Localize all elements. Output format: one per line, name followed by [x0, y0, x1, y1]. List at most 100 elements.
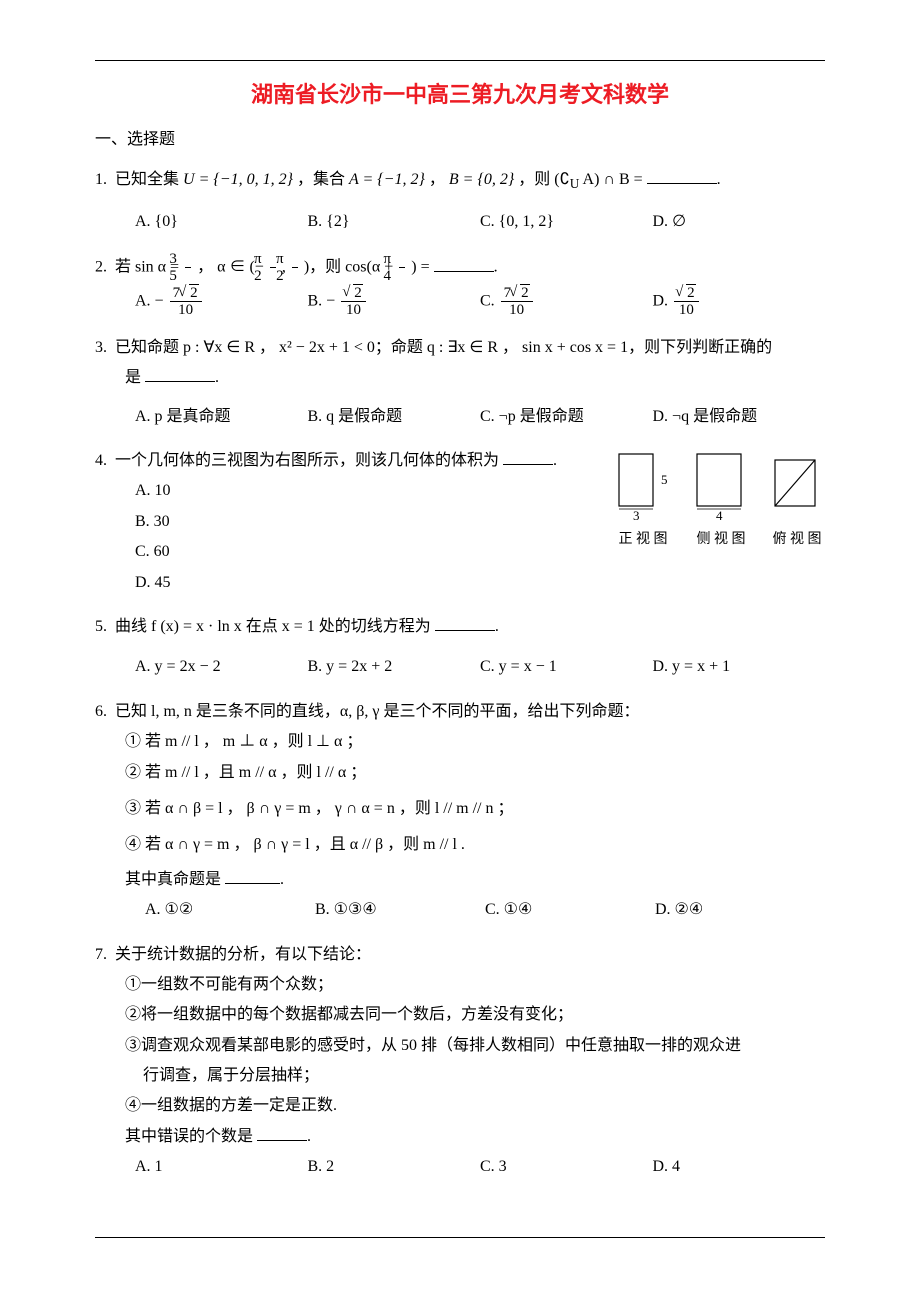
q1-option-c: C. {0, 1, 2} — [480, 207, 653, 237]
q3-option-c: C. ¬p 是假命题 — [480, 402, 653, 432]
q6-stem: 6. 已知 l, m, n 是三条不同的直线，α, β, γ 是三个不同的平面，… — [95, 697, 825, 727]
question-2: 2. 若 sin α = 35 ， α ∈ (− π2 , π2 )，则 cos… — [95, 251, 825, 319]
q4-options: A. 10 B. 30 C. 60 D. 45 — [95, 476, 613, 598]
q2-period: . — [494, 259, 498, 276]
q5-option-b: B. y = 2x + 2 — [308, 652, 481, 682]
q1-option-b: B. {2} — [308, 207, 481, 237]
sqrt-icon: 2 — [344, 285, 363, 302]
q5-options: A. y = 2x − 2 B. y = 2x + 2 C. y = x − 1… — [95, 652, 825, 682]
q5-number: 5. — [95, 618, 107, 635]
q6-option-d: D. ②④ — [655, 895, 825, 925]
q7-text: 关于统计数据的分析，有以下结论： — [115, 946, 371, 963]
q6-option-b: B. ①③④ — [315, 895, 485, 925]
top-view-svg — [769, 450, 825, 525]
question-3: 3. 已知命题 p : ∀x ∈ R ， x² − 2x + 1 < 0；命题 … — [95, 333, 825, 432]
q4-layout: 4. 一个几何体的三视图为右图所示，则该几何体的体积为 . A. 10 B. 3… — [95, 446, 825, 598]
q6-statement-1: ① 若 m // l ， m ⊥ α ，则 l ⊥ α ； — [95, 727, 825, 757]
q4-option-b: B. 30 — [135, 507, 613, 537]
q5-option-a: A. y = 2x − 2 — [135, 652, 308, 682]
q3-option-a: A. p 是真命题 — [135, 402, 308, 432]
front-height-label: 5 — [661, 472, 668, 487]
q2-frac-1: 35 — [185, 251, 191, 285]
q4-left: 4. 一个几何体的三视图为右图所示，则该几何体的体积为 . A. 10 B. 3… — [95, 446, 613, 598]
q2-a-den: 10 — [170, 302, 202, 319]
q4-stem: 4. 一个几何体的三视图为右图所示，则该几何体的体积为 . — [95, 446, 613, 476]
q4-number: 4. — [95, 452, 107, 469]
q2-frac2-den: 2 — [270, 268, 276, 285]
q5-stem: 5. 曲线 f (x) = x · ln x 在点 x = 1 处的切线方程为 … — [95, 612, 825, 642]
q7-option-d: D. 4 — [653, 1152, 826, 1182]
q2-options: A. − 72 10 B. − 2 10 C. 72 10 D. 2 — [95, 285, 825, 319]
q3-blank — [145, 366, 215, 382]
q6-tail: 其中真命题是 . — [95, 865, 825, 895]
q2-number: 2. — [95, 259, 107, 276]
q7-option-c: C. 3 — [480, 1152, 653, 1182]
q7-statement-4: ④一组数据的方差一定是正数. — [95, 1091, 825, 1121]
q2-a-rad: 2 — [189, 284, 199, 301]
q4-option-c: C. 60 — [135, 537, 613, 567]
q2-a-pre: A. − — [135, 293, 164, 310]
q6-option-a: A. ①② — [145, 895, 315, 925]
q7-statement-2: ②将一组数据中的每个数据都减去同一个数后，方差没有变化； — [95, 1000, 825, 1030]
q2-b-num: 2 — [341, 285, 366, 303]
q2-a-frac: 72 10 — [170, 285, 202, 319]
q2-d-pre: D. — [653, 293, 673, 310]
q4-period: . — [553, 452, 557, 469]
q4-figures: 5 3 正 视 图 4 侧 视 图 俯 视 图 — [613, 450, 825, 554]
page: 湖南省长沙市一中高三第九次月考文科数学 一、选择题 1. 已知全集 U = {−… — [0, 0, 920, 1278]
q6-text: 已知 l, m, n 是三条不同的直线，α, β, γ 是三个不同的平面，给出下… — [115, 703, 640, 720]
q2-c-num: 72 — [501, 285, 533, 303]
q7-blank — [257, 1125, 307, 1141]
q1-text-a: 已知全集 — [115, 171, 179, 188]
question-4: 4. 一个几何体的三视图为右图所示，则该几何体的体积为 . A. 10 B. 3… — [95, 446, 825, 598]
q2-blank — [434, 255, 494, 271]
q6-statement-4: ④ 若 α ∩ γ = m ， β ∩ γ = l ，且 α // β ，则 m… — [95, 830, 825, 860]
q2-c-rad: 2 — [520, 284, 530, 301]
q3-text-a: 已知命题 p : ∀x ∈ R ， x² − 2x + 1 < 0；命题 q :… — [115, 339, 772, 356]
q1-set-b: B = {0, 2} — [449, 171, 514, 188]
side-view-svg: 4 — [691, 450, 751, 525]
q1-blank — [647, 168, 717, 184]
q2-frac4-den: 4 — [399, 268, 405, 285]
front-view-figure: 5 3 正 视 图 — [613, 450, 673, 554]
q2-option-c: C. 72 10 — [480, 285, 653, 319]
q3-option-d: D. ¬q 是假命题 — [653, 402, 826, 432]
question-6: 6. 已知 l, m, n 是三条不同的直线，α, β, γ 是三个不同的平面，… — [95, 697, 825, 926]
q7-stem: 7. 关于统计数据的分析，有以下结论： — [95, 940, 825, 970]
q2-frac3-num: π — [292, 251, 298, 269]
q1-options: A. {0} B. {2} C. {0, 1, 2} D. ∅ — [95, 207, 825, 237]
q2-b-pre: B. − — [308, 293, 336, 310]
q5-option-c: C. y = x − 1 — [480, 652, 653, 682]
q6-blank — [225, 868, 280, 884]
q2-frac-4: π4 — [399, 251, 405, 285]
q7-option-b: B. 2 — [308, 1152, 481, 1182]
front-view-caption: 正 视 图 — [619, 527, 668, 554]
q1-text-c: ， — [429, 171, 445, 188]
q7-number: 7. — [95, 946, 107, 963]
q7-statement-3b: 行调查，属于分层抽样； — [95, 1061, 825, 1091]
q6-options: A. ①② B. ①③④ C. ①④ D. ②④ — [95, 895, 825, 925]
q1-number: 1. — [95, 171, 107, 188]
q2-c-frac: 72 10 — [501, 285, 533, 319]
q4-blank — [503, 449, 553, 465]
q1-option-d: D. ∅ — [653, 207, 826, 237]
q7-tail-text: 其中错误的个数是 — [125, 1128, 253, 1145]
q2-option-b: B. − 2 10 — [308, 285, 481, 319]
q2-b-rad: 2 — [353, 284, 363, 301]
q7-tail: 其中错误的个数是 . — [95, 1122, 825, 1152]
q5-blank — [435, 615, 495, 631]
q2-c-den: 10 — [501, 302, 533, 319]
q2-frac1-den: 5 — [185, 268, 191, 285]
q6-statement-2: ② 若 m // l ，且 m // α ，则 l // α ； — [95, 758, 825, 788]
q2-text-e: ) = — [411, 259, 429, 276]
q2-frac-2: π2 — [270, 251, 276, 285]
question-1: 1. 已知全集 U = {−1, 0, 1, 2} ，集合 A = {−1, 2… — [95, 165, 825, 237]
q2-d-rad: 2 — [686, 284, 696, 301]
sqrt-icon: 2 — [677, 285, 696, 302]
q2-c-pre: C. — [480, 293, 499, 310]
q5-option-d: D. y = x + 1 — [653, 652, 826, 682]
front-view-svg: 5 3 — [613, 450, 673, 525]
content-area: 湖南省长沙市一中高三第九次月考文科数学 一、选择题 1. 已知全集 U = {−… — [95, 60, 825, 1238]
q2-d-num: 2 — [674, 285, 699, 303]
q7-statement-3a: ③调查观众观看某部电影的感受时，从 50 排（每排人数相同）中任意抽取一排的观众… — [95, 1031, 825, 1061]
